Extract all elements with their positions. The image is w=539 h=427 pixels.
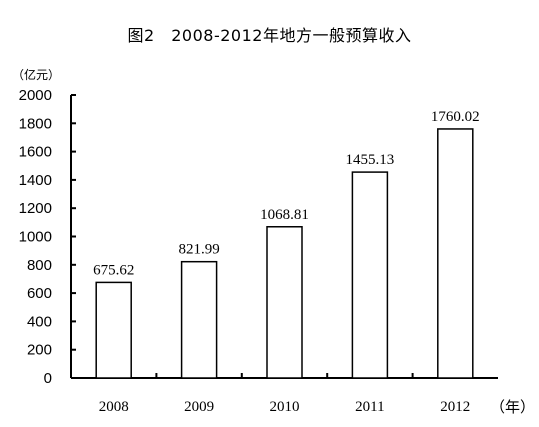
- y-tick-label: 1000: [19, 229, 52, 246]
- y-tick-label: 1800: [19, 115, 52, 132]
- y-tick-label: 400: [27, 313, 52, 330]
- data-label-2011: 1455.13: [346, 152, 395, 168]
- bar-2010: [266, 226, 303, 379]
- data-label-2008: 675.62: [93, 262, 134, 278]
- y-tick-label: 1600: [19, 144, 52, 161]
- x-tick-label-2012: 2012: [440, 399, 470, 415]
- y-axis-unit-label: （亿元）: [12, 68, 61, 82]
- bar-2008: [95, 281, 132, 379]
- x-tick-label-2008: 2008: [99, 399, 129, 415]
- data-label-2010: 1068.81: [260, 207, 309, 223]
- x-tick-label-2010: 2010: [270, 399, 300, 415]
- y-tick-label: 1400: [19, 172, 52, 189]
- y-tick-label: 0: [44, 370, 52, 387]
- data-label-2009: 821.99: [178, 242, 219, 258]
- x-tick-label-2009: 2009: [184, 399, 214, 415]
- y-tick-label: 1200: [19, 200, 52, 217]
- bar-2012: [437, 128, 474, 379]
- x-axis-unit-label: （年）: [490, 398, 536, 416]
- y-tick-label: 200: [27, 342, 52, 359]
- chart-title: 图2 2008-2012年地方一般预算收入: [127, 26, 412, 45]
- y-tick-label: 800: [27, 257, 52, 274]
- data-label-2012: 1760.02: [431, 109, 480, 125]
- y-tick-label: 2000: [19, 87, 52, 104]
- y-tick-label: 600: [27, 285, 52, 302]
- bar-2009: [180, 260, 218, 379]
- bar-2011: [351, 171, 389, 379]
- x-tick-label-2011: 2011: [355, 399, 384, 415]
